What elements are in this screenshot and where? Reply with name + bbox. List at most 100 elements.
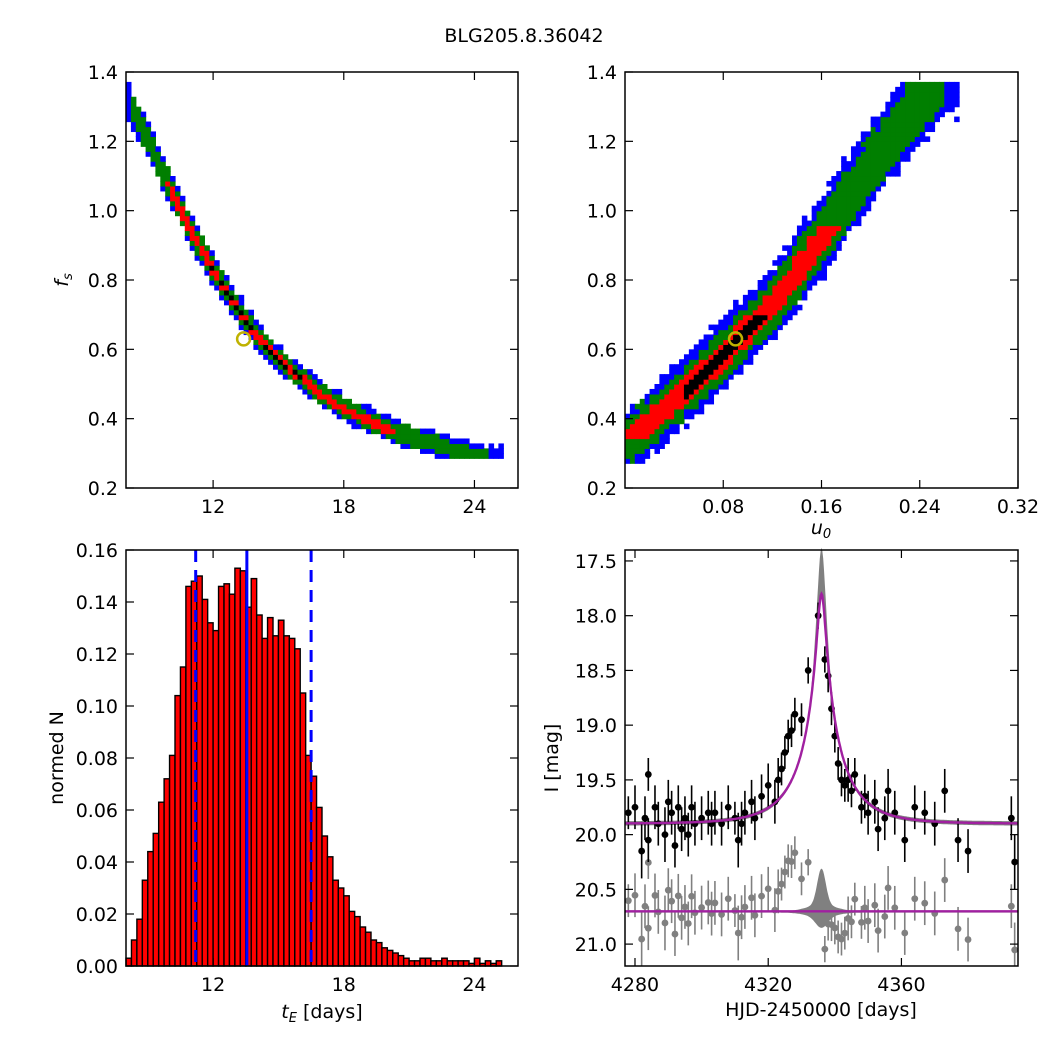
density-cell (659, 443, 665, 449)
density-cell (713, 374, 719, 380)
density-cell (752, 329, 759, 336)
density-cell (787, 284, 793, 291)
density-cell (326, 393, 333, 400)
density-cell (900, 156, 906, 162)
density-cell (728, 319, 734, 326)
density-cell (258, 324, 264, 331)
density-cell (821, 250, 828, 256)
data-point (678, 825, 686, 833)
density-cell (870, 185, 877, 192)
density-cell (634, 413, 641, 420)
density-cell (728, 349, 734, 355)
density-cell (742, 349, 749, 355)
density-cell (929, 111, 936, 118)
density-cell (219, 275, 225, 281)
density-cell (954, 91, 960, 98)
density-cell (371, 408, 377, 415)
density-cell (703, 364, 710, 370)
density-cell (140, 111, 147, 118)
density-cell (273, 344, 279, 350)
density-cell (654, 388, 660, 395)
density-cell (796, 260, 803, 266)
density-cell (777, 284, 783, 291)
density-cell (772, 284, 778, 291)
density-cell (170, 200, 176, 207)
density-cell (664, 413, 670, 420)
density-cell (659, 384, 665, 390)
density-cell (644, 393, 651, 400)
density-cell (683, 388, 690, 395)
density-cell (150, 131, 156, 137)
density-cell (219, 289, 225, 296)
density-cell (919, 81, 926, 88)
data-point (774, 776, 782, 784)
density-cell (723, 364, 729, 370)
y-tick-label: 19.0 (575, 715, 617, 737)
density-cell (792, 270, 798, 276)
density-cell (831, 255, 837, 261)
density-cell (674, 364, 680, 370)
residual-point (624, 897, 632, 905)
density-cell (875, 156, 882, 162)
density-cell (742, 339, 749, 345)
density-cell (253, 334, 259, 341)
density-cell (629, 433, 636, 440)
density-cell (659, 379, 665, 385)
density-cell (865, 190, 872, 197)
density-cell (312, 388, 318, 395)
density-cell (890, 141, 896, 147)
density-cell (708, 384, 715, 390)
data-point (864, 809, 872, 817)
histogram-bar (299, 692, 307, 967)
density-cell (639, 398, 646, 405)
density-cell (179, 215, 186, 222)
density-cell (909, 106, 916, 113)
density-cell (336, 408, 343, 415)
density-cell (708, 354, 715, 360)
density-cell (322, 384, 328, 390)
density-cell (801, 245, 808, 251)
density-cell (175, 205, 181, 212)
density-cell (209, 255, 215, 261)
density-cell (718, 334, 724, 341)
density-cell (263, 344, 269, 350)
x-tick-label: 4280 (611, 974, 659, 996)
density-cell (900, 116, 906, 123)
y-tick-label: 20.5 (575, 879, 617, 901)
density-cell (708, 388, 715, 395)
density-cell (654, 428, 660, 435)
te-histogram-ticks: 12 18 240.000.020.040.060.080.100.120.140.… (76, 540, 518, 996)
density-cell (449, 438, 455, 445)
density-cell (189, 245, 196, 251)
residual-point (718, 911, 725, 918)
density-cell (498, 448, 504, 454)
density-cell (273, 354, 279, 360)
y-tick-label: 0.4 (88, 409, 118, 431)
density-cell (728, 309, 734, 316)
x-tick-label: 4360 (877, 974, 925, 996)
density-cell (737, 319, 744, 326)
density-cell (831, 176, 837, 182)
density-cell (846, 225, 852, 232)
data-point (688, 803, 696, 811)
density-cell (625, 458, 631, 464)
density-cell (850, 185, 857, 192)
density-cell (919, 116, 926, 123)
density-cell (728, 324, 734, 331)
density-cell (757, 309, 764, 316)
density-cell (752, 309, 759, 316)
density-cell (792, 250, 798, 256)
y-tick-label: 18.0 (575, 606, 617, 628)
density-cell (870, 190, 877, 197)
te-fs-ylabel: fs (51, 273, 76, 287)
data-point (901, 836, 909, 844)
density-cell (900, 96, 906, 103)
density-cell (772, 334, 778, 341)
density-cell (679, 364, 685, 370)
density-cell (322, 393, 328, 400)
density-cell (796, 270, 803, 276)
density-cell (674, 413, 680, 420)
density-cell (219, 284, 225, 291)
density-cell (135, 106, 142, 113)
density-cell (248, 319, 254, 326)
